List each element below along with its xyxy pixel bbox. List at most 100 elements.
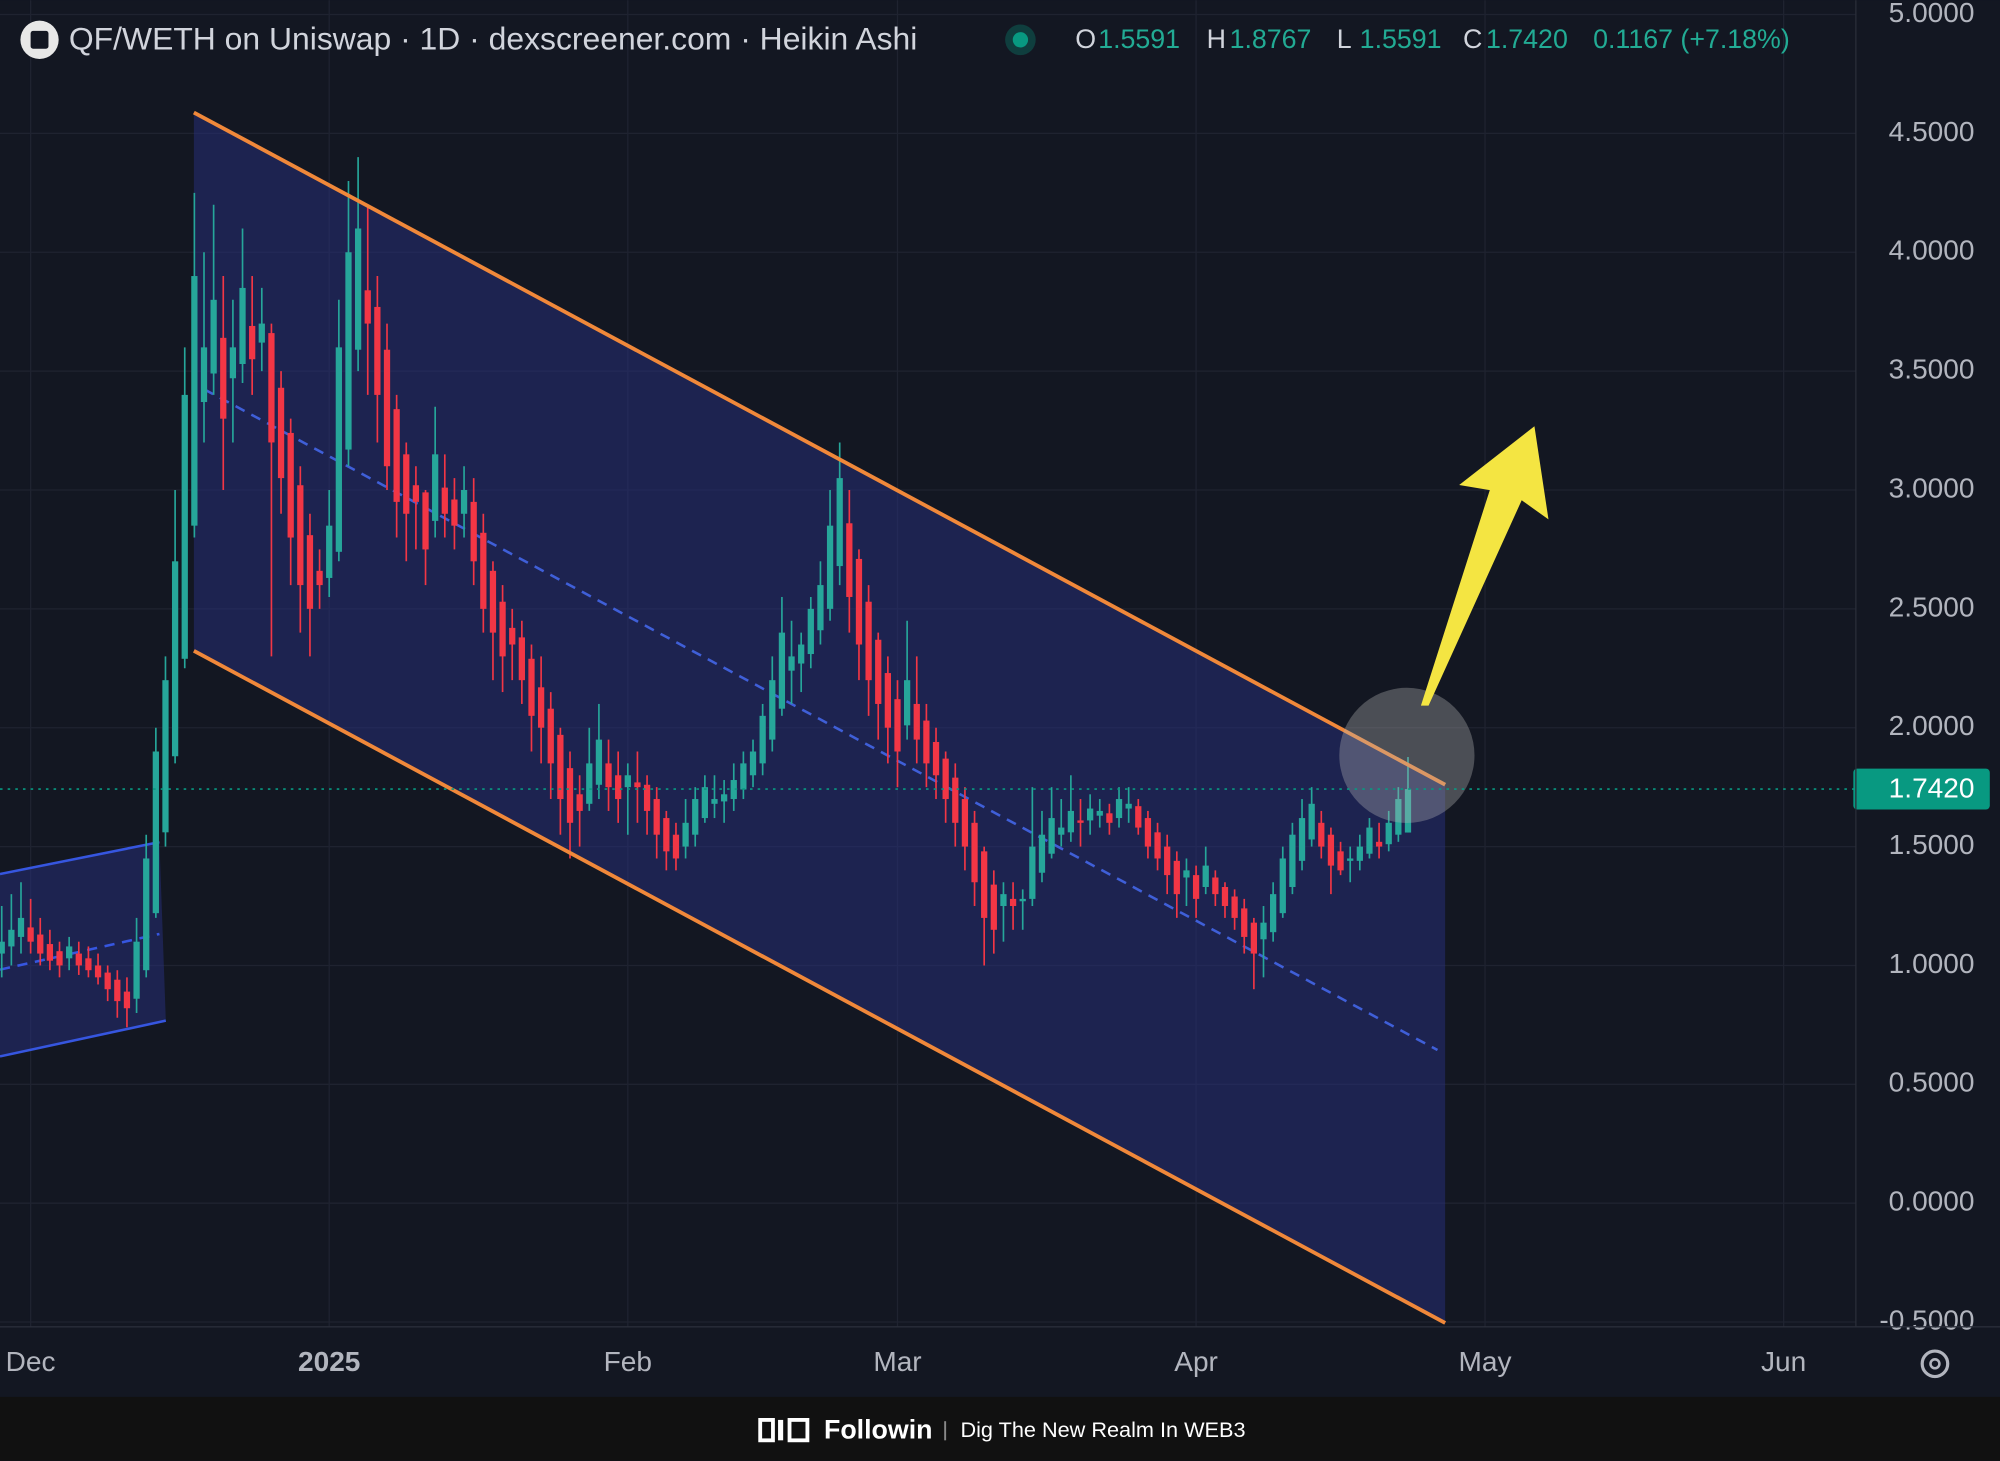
y-tick-label: 4.5000 [1889,116,1975,147]
candle-body [769,680,776,740]
candle-body [692,799,699,835]
legend-key: O [1075,24,1096,54]
candle-body [326,525,333,578]
legend-value: 1.8767 [1230,24,1312,54]
y-tick-label: 2.5000 [1889,591,1975,622]
candle-body [1241,908,1248,937]
y-tick-label: 0.0000 [1889,1186,1975,1217]
candle-body [1385,822,1392,845]
candle-body [711,799,718,804]
channel-mid [203,388,1439,1052]
x-tick-label: 2025 [298,1346,360,1377]
candle-body [46,944,54,961]
change: 0.1167 (+7.18%) [1593,24,1790,54]
candle-body [480,532,487,609]
x-tick-label: May [1459,1346,1512,1377]
y-tick-label: 2.0000 [1889,710,1975,741]
candle-body [1029,846,1036,899]
candle-body [826,525,834,609]
candle-body [287,432,294,538]
footer-tagline: Dig The New Realm In WEB3 [960,1417,1245,1442]
settings-icon[interactable] [1920,1349,1950,1379]
candle-body [586,763,593,804]
y-tick-label: 0.5000 [1889,1067,1975,1098]
candle-body [1366,827,1373,854]
candle-body [1347,858,1354,861]
last-price-label: 1.7420 [1889,773,1975,804]
x-tick-label: Jun [1761,1346,1806,1377]
x-tick-label: Feb [604,1346,652,1377]
candle-body [249,325,256,360]
candle-body [894,699,901,752]
candle-body [27,927,34,942]
candle-body [239,287,246,364]
candle-body [171,561,179,757]
candle-body [1298,818,1306,861]
last-price-box [1853,768,1990,810]
candle-body [1395,799,1402,835]
small-channel-mid [0,932,160,971]
x-tick-label: Dec [6,1346,56,1377]
candle-body [441,487,448,514]
candle-body [778,632,786,709]
candle-body [364,290,371,324]
candle-body [1077,820,1084,823]
candle-body [460,489,468,514]
candle-body [557,734,564,800]
channel-upper [192,110,1447,787]
candle-body [210,299,217,374]
legend-key: L [1337,24,1352,54]
candle-body [981,851,988,918]
candle-body [634,782,641,788]
candle-body [85,958,92,971]
candle-body [942,758,949,800]
candle-body [37,934,44,954]
candle-body [143,858,150,971]
candle-body [1058,827,1065,835]
legend-key: C [1463,24,1482,54]
legend-value: 1.5591 [1360,24,1442,54]
candle-body [383,349,391,467]
candle-body [740,763,747,790]
candle-body [432,454,439,521]
arrow [1420,426,1549,706]
legend-key: H [1207,24,1226,54]
candle-body [663,818,670,852]
candle-body [403,454,410,514]
candle-body [200,347,208,403]
logo-mark [30,30,49,49]
footer-logo [758,1418,775,1443]
candle-body [798,644,805,664]
candle-body [1221,887,1229,907]
candle-body [258,323,265,343]
candle-body [1289,834,1296,888]
candle-body [8,929,15,947]
small-channel-line [0,1019,167,1058]
candle-body [1404,789,1412,833]
candle-body [470,501,477,562]
candle-body [730,780,737,800]
candle-body [297,485,304,586]
candle-body [720,794,728,802]
candle-body [152,751,159,914]
highlight-circle [1339,687,1475,823]
candle-body [1212,877,1219,895]
candle-body [1009,898,1017,907]
candle-body [1183,870,1190,878]
candle-body [229,347,237,379]
candle-body [846,523,853,597]
candle-body [643,784,651,811]
candle-body [1096,810,1103,816]
candle-body [1067,810,1075,833]
candle-body [836,478,843,567]
status-dot [1012,32,1029,48]
candle-body [1356,846,1363,861]
candle-body [451,499,458,526]
candle-body [1144,818,1152,847]
candle-body [335,347,342,552]
candle-body [624,775,631,788]
ohlc-legend: O 1.5591 H 1.8767 L 1.5591 C 1.7420 [1075,24,1568,54]
candle-body [576,794,583,811]
overlay: -0.5000 0.0000 0.5000 1.0000 1.5000 2.0000 2.5… [0,0,1990,1377]
